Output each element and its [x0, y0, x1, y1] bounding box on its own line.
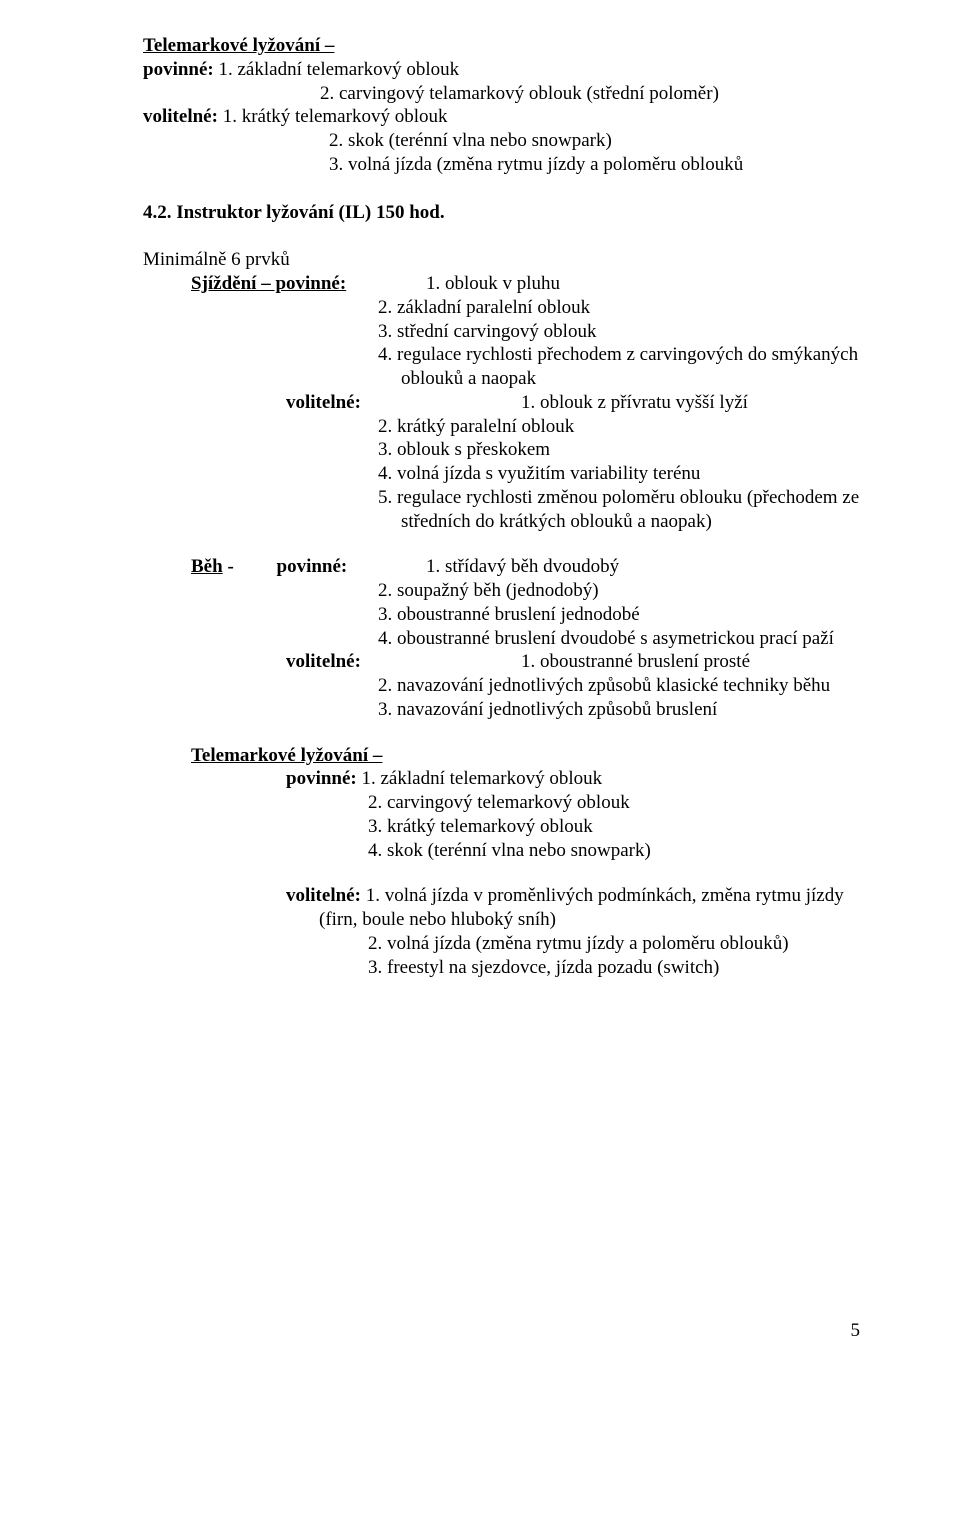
beh-v2: 2. navazování jednotlivých způsobů klasi… [378, 674, 866, 698]
heading-4-2: 4.2. Instruktor lyžování (IL) 150 hod. [143, 201, 866, 225]
beh-p2: 2. soupažný běh (jednodobý) [378, 579, 866, 603]
sec2-v3: 3. oblouk s přeskokem [378, 438, 866, 462]
document-page: Telemarkové lyžování – povinné: 1. zákla… [0, 0, 960, 1383]
sec2-volitelne-label: volitelné: [286, 392, 361, 413]
beh-v1: 1. oboustranné bruslení prosté [521, 650, 750, 674]
beh-p3: 3. oboustranné bruslení jednodobé [378, 603, 866, 627]
sec2-v5b: středních do krátkých oblouků a naopak) [401, 510, 866, 534]
sec2-v5a: 5. regulace rychlosti změnou poloměru ob… [378, 486, 866, 510]
sec1-povinne-label: povinné: [143, 59, 214, 80]
sec2-p2: 2. základní paralelní oblouk [378, 296, 866, 320]
beh-volitelne-label-wrap: volitelné: [143, 650, 521, 674]
sec1-title: Telemarkové lyžování – [143, 34, 866, 58]
beh-povinne-label: povinné: [277, 556, 348, 577]
sec2-p4b: oblouků a naopak [401, 367, 866, 391]
sec2-volitelne-row: volitelné: 1. oblouk z přívratu vyšší ly… [143, 391, 866, 415]
sec3-v2: 2. volná jízda (změna rytmu jízdy a polo… [368, 932, 866, 956]
sec2-min: Minimálně 6 prvků [143, 248, 866, 272]
sec2-v1: 1. oblouk z přívratu vyšší lyží [521, 391, 748, 415]
sec3-p2: 2. carvingový telemarkový oblouk [368, 791, 866, 815]
sec3-povinne-row: povinné: 1. základní telemarkový oblouk [286, 767, 866, 791]
sec1-volitelne-row: volitelné: 1. krátký telemarkový oblouk [143, 105, 866, 129]
beh-v3: 3. navazování jednotlivých způsobů brusl… [378, 698, 866, 722]
sec3-v1: 1. volná jízda v proměnlivých podmínkách… [366, 885, 844, 906]
sec2-p3: 3. střední carvingový oblouk [378, 320, 866, 344]
sec1-title-text: Telemarkové lyžování – [143, 35, 334, 56]
sec3-volitelne-label: volitelné: [286, 885, 361, 906]
sec1-v2: 2. skok (terénní vlna nebo snowpark) [329, 129, 866, 153]
sec2-sjizdeni-label: Sjíždění – povinné: [191, 273, 346, 294]
sec1-v1: 1. krátký telemarkový oblouk [223, 106, 448, 127]
beh-row: Běh - povinné: 1. střídavý běh dvoudobý [143, 555, 866, 579]
sec2-p4a: 4. regulace rychlosti přechodem z carvin… [378, 343, 866, 367]
sec1-v3: 3. volná jízda (změna rytmu jízdy a polo… [329, 153, 866, 177]
sec2-v4: 4. volná jízda s využitím variability te… [378, 462, 866, 486]
sec3-p1: 1. základní telemarkový oblouk [362, 768, 603, 789]
sec3-v3: 3. freestyl na sjezdovce, jízda pozadu (… [368, 956, 866, 980]
sec3-volitelne-row: volitelné: 1. volná jízda v proměnlivých… [286, 884, 866, 908]
sec2-sjizdeni-row: Sjíždění – povinné: 1. oblouk v pluhu [143, 272, 866, 296]
sec3-title: Telemarkové lyžování – [191, 744, 866, 768]
sec2-volitelne-label-wrap: volitelné: [143, 391, 521, 415]
beh-p4: 4. oboustranné bruslení dvoudobé s asyme… [378, 627, 866, 651]
beh-p1: 1. střídavý běh dvoudobý [426, 555, 619, 579]
spacer-2 [143, 722, 866, 744]
sec1-p2: 2. carvingový telamarkový oblouk (středn… [320, 82, 866, 106]
sec1-povinne-row: povinné: 1. základní telemarkový oblouk [143, 58, 866, 82]
beh-label-text: Běh [191, 556, 223, 577]
beh-volitelne-label: volitelné: [286, 651, 361, 672]
sec1-p1: 1. základní telemarkový oblouk [219, 59, 460, 80]
sec3-p3: 3. krátký telemarkový oblouk [368, 815, 866, 839]
beh-volitelne-row: volitelné: 1. oboustranné bruslení prost… [143, 650, 866, 674]
sec2-v2: 2. krátký paralelní oblouk [378, 415, 866, 439]
sec3-povinne-label: povinné: [286, 768, 357, 789]
sec3-v1b: (firn, boule nebo hluboký sníh) [319, 908, 866, 932]
spacer-3 [143, 862, 866, 884]
sec3-p4: 4. skok (terénní vlna nebo snowpark) [368, 839, 866, 863]
beh-dash: - [223, 556, 234, 577]
sec2-sjizdeni-label-wrap: Sjíždění – povinné: [143, 272, 426, 296]
spacer-1 [143, 533, 866, 555]
sec2-p1: 1. oblouk v pluhu [426, 272, 560, 296]
sec1-volitelne-label: volitelné: [143, 106, 218, 127]
sec3-title-text: Telemarkové lyžování – [191, 745, 382, 766]
beh-label-wrap: Běh - povinné: [143, 555, 391, 579]
page-number: 5 [143, 1319, 866, 1343]
